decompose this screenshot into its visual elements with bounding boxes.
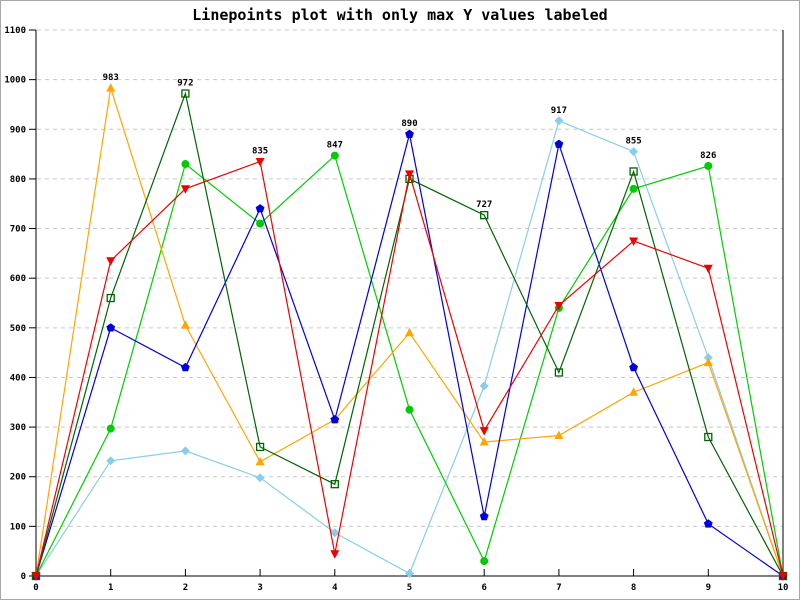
series-line-skyblue <box>35 119 784 577</box>
x-tick-label: 6 <box>481 583 486 593</box>
marker-circle-green <box>256 219 265 228</box>
marker-circle-green <box>181 160 190 169</box>
y-tick-label: 500 <box>10 324 26 334</box>
max-value-label: 983 <box>103 73 119 83</box>
marker-triangle-up-orange <box>106 83 116 92</box>
marker-triangle-down-red <box>106 257 116 266</box>
marker-circle-green <box>330 151 339 160</box>
x-tick-label: 8 <box>631 583 636 593</box>
max-value-label: 890 <box>401 119 417 129</box>
marker-triangle-down-red <box>554 302 564 311</box>
marker-triangle-up-orange <box>703 357 713 367</box>
y-tick-label: 600 <box>10 274 26 284</box>
marker-triangle-up-orange <box>629 387 639 396</box>
marker-diamond-skyblue <box>330 528 340 538</box>
series-line-blue <box>35 134 784 577</box>
marker-triangle-up-orange <box>255 456 265 466</box>
marker-triangle-down-red <box>778 572 788 581</box>
marker-triangle-up-orange <box>405 327 414 337</box>
marker-triangle-down-red <box>479 427 489 436</box>
y-tick-label: 100 <box>10 522 26 532</box>
marker-circle-green <box>405 405 414 414</box>
marker-triangle-down-red <box>330 550 340 559</box>
marker-pentagon-blue <box>255 204 265 213</box>
marker-triangle-down-red <box>629 237 639 246</box>
marker-circle-green <box>106 424 115 433</box>
series-line-green <box>35 154 784 577</box>
marker-square-open-darkgreen <box>629 167 638 176</box>
y-tick-label: 800 <box>10 175 26 185</box>
marker-diamond-skyblue <box>180 446 190 456</box>
marker-pentagon-blue <box>330 415 340 424</box>
marker-square-open-darkgreen <box>106 293 115 303</box>
marker-pentagon-blue <box>106 323 116 332</box>
max-value-label: 972 <box>177 79 193 89</box>
marker-square-open-darkgreen <box>704 432 713 442</box>
max-value-label: 847 <box>327 141 343 151</box>
marker-diamond-skyblue <box>255 473 265 483</box>
y-tick-label: 300 <box>10 423 26 433</box>
max-value-label: 855 <box>625 137 641 147</box>
max-value-label: 835 <box>252 147 268 157</box>
marker-circle-green <box>480 557 489 566</box>
y-tick-label: 0 <box>21 572 26 582</box>
marker-diamond-skyblue <box>106 456 116 466</box>
marker-square-open-darkgreen <box>480 210 489 220</box>
marker-square-open-darkgreen <box>554 368 564 377</box>
marker-diamond-skyblue <box>479 381 489 391</box>
x-tick-label: 10 <box>778 583 789 593</box>
series-line-red <box>35 160 784 577</box>
marker-triangle-up-orange <box>479 437 489 446</box>
x-tick-label: 2 <box>183 583 188 593</box>
x-tick-label: 0 <box>33 583 38 593</box>
x-tick-label: 3 <box>257 583 262 593</box>
marker-triangle-down-red <box>255 158 265 167</box>
marker-pentagon-blue <box>554 139 564 148</box>
y-tick-label: 200 <box>10 473 26 483</box>
marker-triangle-down-red <box>703 264 713 274</box>
chart-title: Linepoints plot with only max Y values l… <box>192 6 608 24</box>
marker-pentagon-blue <box>629 362 638 372</box>
y-tick-label: 1000 <box>4 76 26 86</box>
marker-pentagon-blue <box>181 362 190 372</box>
y-tick-label: 400 <box>10 373 26 383</box>
x-tick-label: 7 <box>556 583 561 593</box>
y-tick-label: 700 <box>10 225 26 235</box>
marker-triangle-down-red <box>405 170 414 179</box>
marker-triangle-down-red <box>180 185 190 194</box>
marker-diamond-skyblue <box>554 116 564 126</box>
marker-square-open-darkgreen <box>181 89 190 98</box>
y-tick-label: 900 <box>10 125 26 135</box>
max-value-label: 727 <box>476 200 492 210</box>
x-tick-label: 9 <box>706 583 711 593</box>
max-value-label: 826 <box>700 151 716 161</box>
marker-triangle-up-orange <box>180 320 190 329</box>
marker-square-open-darkgreen <box>255 442 265 452</box>
marker-pentagon-blue <box>703 519 713 528</box>
marker-diamond-skyblue <box>629 147 639 157</box>
y-tick-label: 1100 <box>4 26 26 36</box>
marker-pentagon-blue <box>405 129 414 138</box>
max-value-label: 917 <box>551 106 567 116</box>
marker-circle-green <box>704 162 713 171</box>
x-tick-label: 1 <box>108 583 113 593</box>
marker-triangle-up-orange <box>554 430 564 439</box>
x-tick-label: 4 <box>332 583 338 593</box>
x-tick-label: 5 <box>407 583 412 593</box>
marker-square-open-darkgreen <box>330 480 339 489</box>
marker-circle-green <box>629 184 638 193</box>
marker-diamond-skyblue <box>405 569 414 578</box>
marker-triangle-down-red <box>31 572 41 581</box>
marker-pentagon-blue <box>479 511 489 521</box>
